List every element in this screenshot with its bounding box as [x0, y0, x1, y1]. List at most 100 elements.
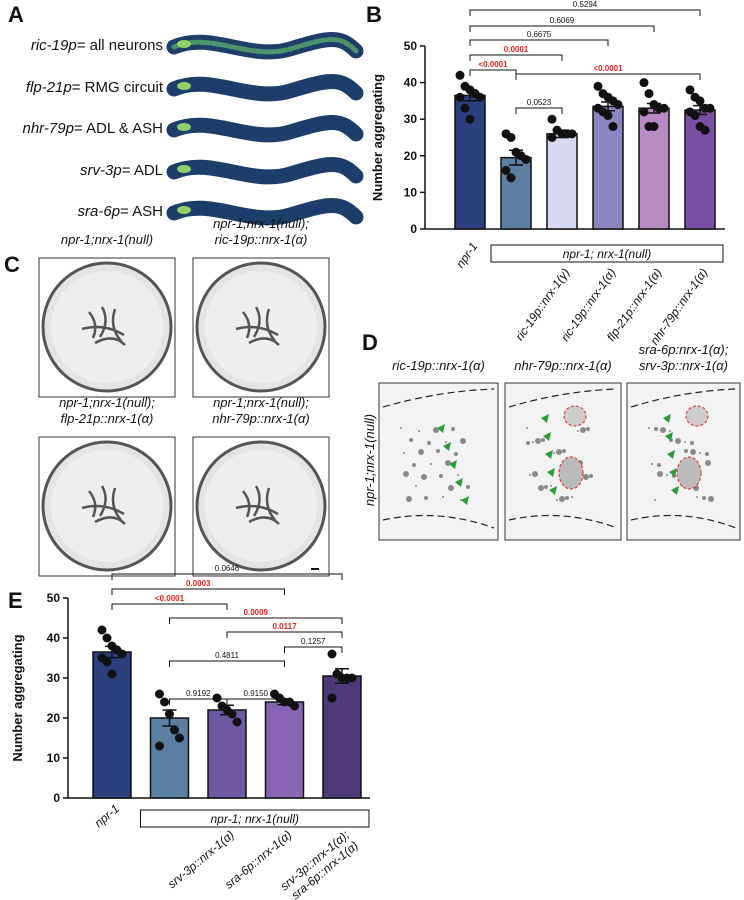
image-caption: nhr-79p::nrx-1(α) [212, 411, 310, 426]
p-value: 0.0001 [504, 45, 529, 54]
data-point [290, 701, 299, 711]
bar [592, 105, 624, 230]
promoter: nhr-79p [22, 120, 73, 137]
panel-label: C [4, 252, 20, 277]
p-value: 0.9150 [244, 689, 269, 698]
data-point [465, 114, 475, 124]
data-point [506, 173, 516, 183]
signal [538, 485, 544, 491]
signal [400, 427, 402, 429]
signal [403, 471, 409, 477]
signal [708, 496, 714, 502]
comparison-bracket [169, 617, 343, 624]
panel-label: A [8, 2, 24, 27]
image-frame [378, 382, 499, 541]
construct-label: srv-3p= ADL [80, 162, 163, 179]
y-tick-label: 40 [47, 631, 61, 645]
arrowhead [665, 432, 673, 441]
error-bar [220, 704, 234, 716]
x-tick-label: npr-1 [92, 802, 122, 831]
data-point [232, 717, 242, 727]
worm-head-neurons [177, 165, 191, 173]
y-tick-label: 20 [404, 149, 418, 163]
comparison-bracket [515, 73, 701, 80]
signal [580, 427, 586, 433]
data-point [659, 103, 669, 113]
data-point [685, 85, 695, 95]
image-caption: npr-1;nrx-1(null); [213, 395, 309, 410]
signal [559, 496, 565, 502]
data-point [155, 741, 164, 751]
panel-label: D [362, 330, 378, 355]
signal [424, 496, 428, 500]
data-point [501, 165, 511, 175]
p-value: 0.9192 [186, 689, 211, 698]
image-caption: ric-19p::nrx-1(α) [392, 358, 485, 373]
signal [532, 441, 534, 443]
signal [466, 485, 470, 489]
signal [460, 438, 466, 444]
signal [660, 427, 666, 433]
p-value: 0.0009 [244, 608, 269, 617]
signal [418, 430, 420, 432]
data-point [613, 100, 623, 110]
signal [690, 449, 696, 455]
worm [166, 198, 364, 226]
p-value: 0.1257 [301, 637, 326, 646]
signal [651, 463, 653, 465]
signal [556, 449, 562, 455]
worm-aggregate [81, 306, 126, 346]
signal [415, 485, 417, 487]
y-axis-label: Number aggregating [370, 74, 385, 201]
data-point [227, 709, 237, 719]
p-value: 0.0646 [215, 564, 240, 573]
p-value: <0.0001 [478, 60, 508, 69]
data-point [327, 649, 337, 659]
arrowhead [443, 442, 451, 451]
worm [166, 157, 364, 185]
signal [433, 427, 439, 433]
signal [451, 427, 455, 431]
signal [550, 485, 552, 487]
group-label: npr-1; nrx-1(null) [563, 247, 651, 261]
data-point [695, 96, 705, 106]
signal [705, 460, 711, 466]
promoter: flp-21p [26, 79, 72, 96]
data-point [608, 122, 618, 132]
data-point [155, 689, 164, 699]
error-bar [647, 102, 661, 114]
signal [571, 496, 573, 498]
signal [439, 474, 443, 478]
comparison-bracket [469, 39, 609, 46]
p-value: 0.5294 [573, 0, 598, 9]
signal [565, 496, 569, 500]
signal [544, 485, 548, 489]
head-outline [508, 388, 618, 529]
signal [454, 452, 458, 456]
data-point [547, 114, 557, 124]
signal [541, 438, 545, 442]
signal [448, 485, 454, 491]
worm [166, 74, 364, 102]
data-point [521, 154, 531, 164]
worm-neurons [171, 37, 359, 55]
y-axis-label: Number aggregating [10, 634, 25, 761]
signal [696, 496, 698, 498]
p-value: 0.0003 [186, 579, 211, 588]
image-caption: npr-1;nrx-1(null); [59, 395, 155, 410]
soma-outline [563, 405, 587, 427]
error-bar [463, 89, 477, 102]
y-tick-label: 0 [53, 791, 60, 805]
p-value: <0.0001 [155, 594, 185, 603]
data-point [455, 70, 465, 80]
signal [589, 474, 593, 478]
arrowhead [549, 486, 557, 495]
region: = RMG circuit [72, 79, 164, 96]
error-bar [509, 149, 523, 166]
signal [553, 452, 555, 454]
arrowhead [671, 486, 679, 495]
signal [699, 452, 701, 454]
data-point [97, 625, 107, 635]
data-point [603, 111, 613, 121]
comparison-bracket [226, 698, 285, 705]
